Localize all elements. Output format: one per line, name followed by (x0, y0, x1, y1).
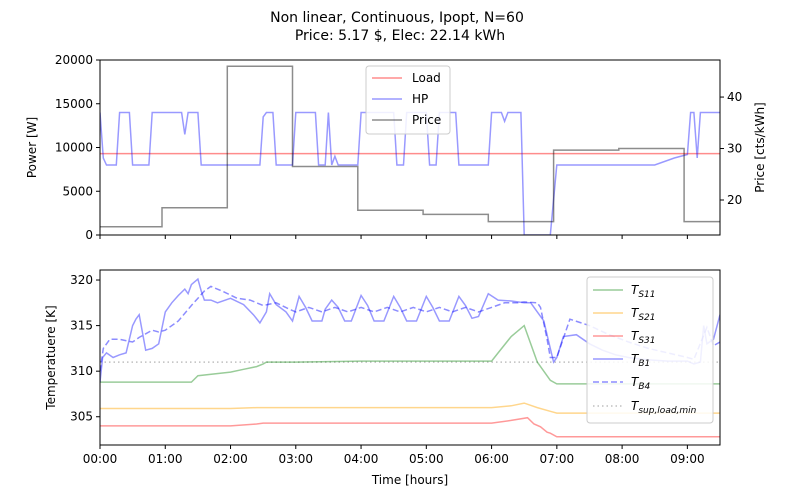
legend-tsup-label: Tsup,load,min (631, 399, 697, 416)
x-tick-label: 05:00 (409, 452, 444, 466)
power-axes: 0 5000 10000 15000 20000 20 30 40 Power [W] Pr… (25, 53, 767, 242)
x-tick-label: 04:00 (344, 452, 379, 466)
x-tick-label: 02:00 (213, 452, 248, 466)
temperature-axes: 305 310 315 320 00:00 01:00 02:00 03:00 04:00 05… (44, 269, 721, 487)
legend-ts21-label: TS21 (631, 306, 656, 323)
chart-title-line2: Price: 5.17 $, Elec: 22.14 kWh (295, 28, 505, 44)
legend-hp-label: HP (412, 92, 428, 106)
x-tick-label: 08:00 (605, 452, 640, 466)
x-tick-label: 06:00 (474, 452, 509, 466)
y-tick-label: 305 (70, 410, 93, 424)
ts11-series-line (100, 324, 720, 385)
chart-title-line1: Non linear, Continuous, Ipopt, N=60 (270, 10, 524, 26)
y-tick-label: 20000 (55, 53, 93, 67)
temperature-y-axis-label: Temperatuere [K] (44, 305, 58, 410)
legend-ts31-label: TS31 (631, 329, 656, 346)
power-series-layer (100, 65, 720, 235)
y-tick-label: 315 (70, 319, 93, 333)
x-tick-label: 07:00 (540, 452, 575, 466)
legend-price-label: Price (412, 113, 441, 127)
y-tick-label: 15000 (55, 97, 93, 111)
y-tick-label: 10000 (55, 141, 93, 155)
ts21-series-line (100, 402, 720, 414)
x-tick-label: 00:00 (83, 452, 118, 466)
y-tick-label: 0 (85, 228, 93, 242)
temperature-legend-box (586, 276, 714, 424)
power-legend-box (365, 65, 451, 135)
x-tick-label: 03:00 (278, 452, 313, 466)
x-axis-label: Time [hours] (371, 473, 448, 487)
ts31-series-line (100, 416, 720, 438)
hp-series-line (100, 111, 720, 235)
y2-tick-label: 20 (727, 193, 742, 207)
power-y-axis-label: Power [W] (25, 117, 39, 178)
price-series-line (100, 65, 720, 228)
y-tick-label: 5000 (62, 184, 93, 198)
tb4-series-line (100, 285, 720, 372)
legend-ts11-label: TS11 (631, 283, 656, 300)
legend-load-label: Load (412, 71, 441, 85)
price-y-ticks: 20 30 40 (720, 90, 742, 207)
price-y-axis-label: Price [cts/kWh] (753, 102, 767, 192)
y2-tick-label: 40 (727, 90, 742, 104)
temperature-legend: TS11 TS21 TS31 TB1 TB4 Tsup,load,min (586, 276, 714, 424)
temperature-x-ticks: 00:00 01:00 02:00 03:00 04:00 05:00 06:00 07:00… (83, 445, 705, 466)
x-tick-label: 09:00 (670, 452, 705, 466)
y2-tick-label: 30 (727, 142, 742, 156)
x-tick-label: 01:00 (148, 452, 183, 466)
temperature-axes-frame (99, 269, 721, 446)
power-legend: Load HP Price (365, 65, 451, 135)
legend-tb1-label: TB1 (631, 352, 650, 369)
legend-tb4-label: TB4 (631, 375, 651, 392)
power-y-ticks: 0 5000 10000 15000 20000 (55, 53, 100, 242)
y-tick-label: 320 (70, 273, 93, 287)
power-x-ticks (99, 235, 688, 239)
temperature-y-ticks: 305 310 315 320 (70, 273, 100, 424)
y-tick-label: 310 (70, 364, 93, 378)
